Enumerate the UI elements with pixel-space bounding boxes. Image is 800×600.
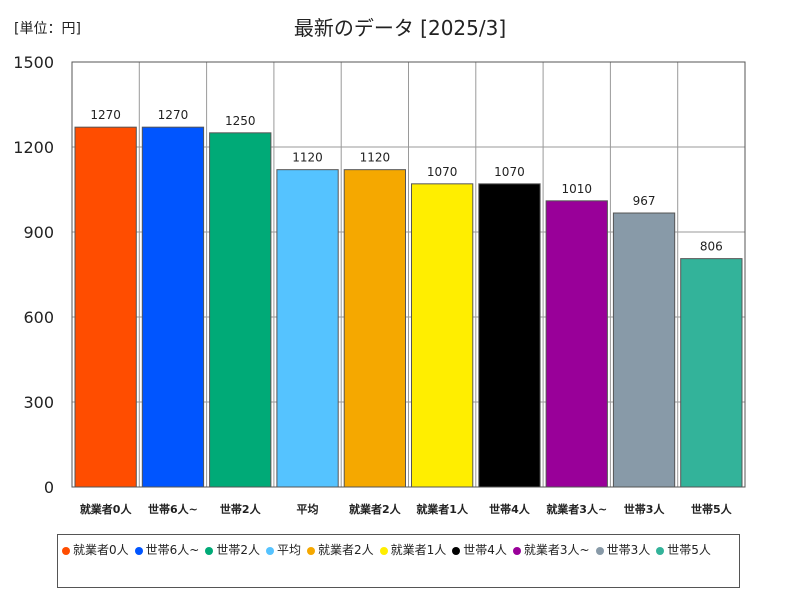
x-tick-label: 就業者0人 bbox=[80, 502, 133, 516]
y-tick-label: 1200 bbox=[13, 138, 54, 157]
legend-label: 世帯5人 bbox=[667, 543, 711, 557]
chart-title: 最新のデータ [2025/3] bbox=[293, 16, 507, 40]
legend-item: 世帯2人 bbox=[205, 541, 260, 560]
legend-item: 就業者0人 bbox=[62, 541, 129, 560]
legend-swatch bbox=[307, 546, 315, 555]
legend-label: 就業者0人 bbox=[73, 543, 129, 557]
data-label: 1120 bbox=[292, 151, 323, 165]
data-label: 1270 bbox=[158, 108, 189, 122]
legend-swatch bbox=[62, 546, 70, 555]
bar bbox=[276, 169, 339, 488]
data-label: 967 bbox=[633, 194, 656, 208]
legend-swatch bbox=[512, 546, 521, 555]
legend-item: 世帯3人 bbox=[595, 541, 651, 560]
bar bbox=[209, 132, 272, 488]
x-tick-label: 世帯6人~ bbox=[148, 502, 198, 516]
x-tick-label: 世帯2人 bbox=[220, 502, 262, 516]
legend-label: 就業者1人 bbox=[390, 543, 447, 557]
legend-label: 就業者2人 bbox=[318, 543, 374, 557]
bar bbox=[411, 183, 474, 488]
legend-swatch bbox=[595, 546, 604, 555]
legend-label: 平均 bbox=[276, 543, 301, 557]
bar-chart: 0 300 600 900 1200 1500 1270 就業者0人 1270 世帯6人~ 1250… bbox=[13, 53, 746, 516]
y-tick-label: 0 bbox=[44, 478, 54, 497]
legend-swatch bbox=[379, 546, 388, 555]
x-tick-label: 就業者2人 bbox=[349, 502, 402, 516]
x-tick-label: 世帯3人 bbox=[624, 502, 666, 516]
unit-label: [単位：円] bbox=[14, 21, 81, 37]
data-label: 806 bbox=[700, 240, 723, 254]
x-tick-label: 世帯4人 bbox=[489, 502, 531, 516]
data-label: 1120 bbox=[360, 151, 391, 165]
x-tick-label: 世帯5人 bbox=[691, 502, 733, 516]
y-tick-label: 900 bbox=[23, 223, 54, 242]
legend-swatch bbox=[205, 546, 214, 555]
legend-label: 世帯4人 bbox=[463, 543, 507, 557]
legend-item: 就業者3人~ bbox=[512, 541, 590, 560]
x-tick-label: 就業者1人 bbox=[416, 502, 469, 516]
y-tick-label: 1500 bbox=[13, 53, 54, 72]
legend-label: 就業者3人~ bbox=[523, 543, 590, 557]
bar bbox=[478, 183, 541, 488]
y-tick-label: 600 bbox=[23, 308, 54, 327]
bar bbox=[141, 126, 205, 488]
data-label: 1070 bbox=[494, 165, 525, 179]
x-tick-label: 就業者3人~ bbox=[546, 502, 607, 516]
data-label: 1270 bbox=[90, 108, 121, 122]
legend-swatch bbox=[134, 546, 143, 555]
legend-label: 世帯2人 bbox=[216, 543, 260, 557]
legend-item: 就業者1人 bbox=[379, 541, 447, 560]
data-label: 1070 bbox=[427, 165, 458, 179]
bar bbox=[545, 200, 608, 488]
plot-area bbox=[71, 61, 746, 488]
legend-item: 就業者2人 bbox=[307, 541, 374, 560]
bar bbox=[612, 212, 676, 488]
bar bbox=[74, 126, 137, 488]
legend-item: 世帯6人~ bbox=[134, 541, 200, 560]
legend-swatch bbox=[265, 546, 274, 555]
data-label: 1250 bbox=[225, 114, 256, 128]
data-label: 1010 bbox=[561, 182, 592, 196]
bar bbox=[680, 258, 743, 488]
legend-item: 世帯4人 bbox=[452, 541, 507, 560]
legend-item: 世帯5人 bbox=[656, 541, 711, 560]
x-tick-label: 平均 bbox=[297, 502, 319, 516]
chart-legend: 就業者0人 世帯6人~ 世帯2人 平均 就業者2人 就業者1人 世帯4人 就業者3人~ 世帯3人… bbox=[57, 534, 740, 588]
legend-swatch bbox=[452, 546, 461, 555]
legend-swatch bbox=[656, 546, 665, 555]
legend-label: 世帯6人~ bbox=[145, 543, 200, 557]
legend-label: 世帯3人 bbox=[606, 543, 651, 557]
bar bbox=[343, 169, 407, 488]
legend-item: 平均 bbox=[265, 541, 301, 560]
y-tick-label: 300 bbox=[23, 393, 54, 412]
